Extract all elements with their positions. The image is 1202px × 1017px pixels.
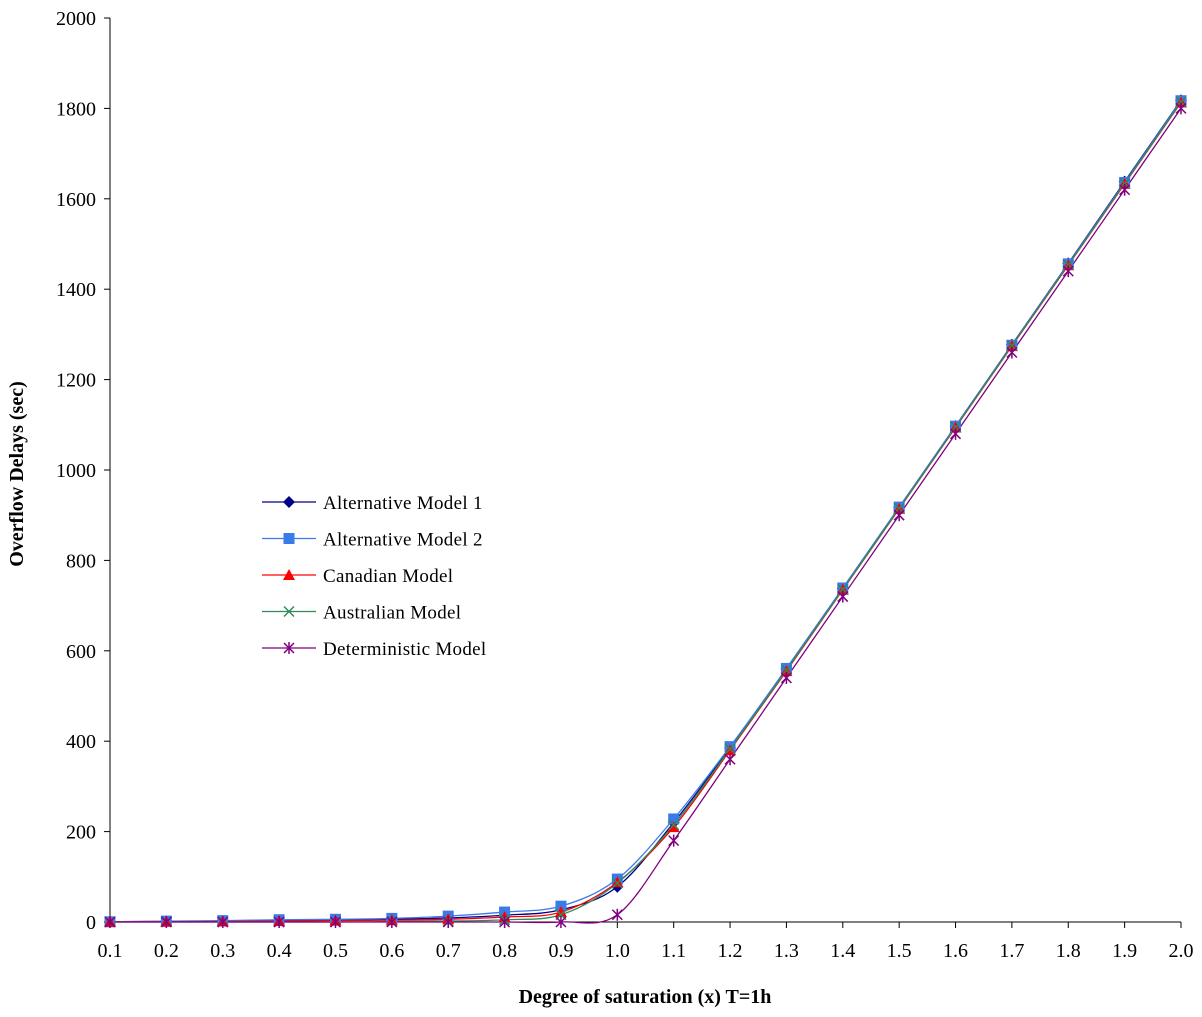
- series-line: [109, 100, 1182, 923]
- y-tick-label: 1800: [56, 98, 96, 120]
- data-point: [611, 908, 623, 921]
- x-tick-label: 0.9: [548, 940, 573, 962]
- legend: Alternative Model 1 Alternative Model 2 Ca…: [262, 493, 486, 660]
- data-point: [1062, 265, 1074, 278]
- x-tick-label: 0.6: [379, 940, 404, 962]
- x-tick-label: 0.4: [267, 940, 292, 962]
- y-tick-label: 1000: [56, 460, 96, 482]
- data-point: [499, 916, 511, 928]
- legend-marker: [283, 605, 295, 618]
- data-point: [555, 916, 567, 928]
- data-point: [160, 916, 172, 928]
- data-point: [837, 590, 849, 603]
- data-point: [1175, 102, 1187, 115]
- x-tick-label: 1.1: [661, 940, 686, 962]
- data-point: [668, 819, 680, 831]
- y-tick-label: 400: [66, 731, 96, 753]
- y-tick-label: 1600: [56, 189, 96, 211]
- x-tick-label: 1.0: [605, 940, 630, 962]
- data-point: [1119, 183, 1131, 196]
- series-line: [110, 108, 1182, 924]
- data-point: [104, 916, 116, 928]
- data-point: [442, 916, 454, 928]
- data-point: [554, 906, 567, 918]
- x-axis-ticks: 0.1 0.2 0.3 0.4 0.5 0.6 0.7 0.8 0.9 1.0 1.1 1.2 1.3 1…: [98, 922, 1194, 962]
- legend-label: Deterministic Model: [323, 639, 486, 660]
- data-point: [217, 916, 229, 928]
- axes: [109, 18, 1181, 923]
- data-point: [1006, 346, 1018, 359]
- x-tick-label: 0.2: [154, 940, 179, 962]
- data-point: [780, 671, 792, 684]
- series-line: [109, 102, 1182, 923]
- y-axis-title: Overflow Delays (sec): [6, 381, 28, 567]
- x-tick-label: 1.5: [887, 940, 912, 962]
- data-point: [724, 753, 736, 766]
- legend-marker: [283, 533, 295, 544]
- data-point: [329, 916, 342, 928]
- data-point: [893, 509, 905, 522]
- data-point: [386, 916, 398, 928]
- data-point: [724, 743, 736, 755]
- x-tick-label: 0.3: [210, 940, 235, 962]
- x-tick-label: 2.0: [1169, 940, 1194, 962]
- y-tick-label: 1200: [56, 370, 96, 392]
- legend-label: Australian Model: [323, 603, 461, 624]
- x-tick-label: 1.2: [718, 940, 743, 962]
- x-tick-label: 1.9: [1112, 940, 1137, 962]
- y-axis-ticks: 0 200 400 600 800 1000 1200 1400 1600 1800 2000: [56, 8, 110, 934]
- data-point: [668, 834, 680, 847]
- data-point: [273, 916, 285, 928]
- series-line: [110, 101, 1182, 923]
- x-tick-label: 0.8: [492, 940, 517, 962]
- legend-label: Alternative Model 1: [323, 493, 483, 514]
- x-tick-label: 1.7: [999, 940, 1024, 962]
- x-tick-label: 1.3: [774, 940, 799, 962]
- series-line: [109, 99, 1182, 923]
- data-point: [668, 813, 680, 825]
- x-tick-label: 1.8: [1056, 940, 1081, 962]
- x-tick-label: 0.7: [436, 940, 461, 962]
- x-tick-label: 1.4: [830, 940, 855, 962]
- data-point: [611, 877, 623, 889]
- y-tick-label: 1400: [56, 279, 96, 301]
- series-lines: [109, 99, 1182, 924]
- data-point: [611, 876, 624, 888]
- legend-label: Canadian Model: [323, 566, 453, 587]
- y-tick-label: 2000: [56, 8, 96, 30]
- legend-label: Alternative Model 2: [323, 530, 483, 551]
- x-tick-label: 0.5: [323, 940, 348, 962]
- data-point: [949, 427, 962, 440]
- y-tick-label: 600: [66, 641, 96, 663]
- legend-marker: [283, 569, 295, 580]
- legend-marker: [283, 496, 295, 508]
- y-tick-label: 200: [66, 822, 96, 844]
- data-point: [667, 821, 680, 833]
- x-tick-label: 1.6: [943, 940, 968, 962]
- legend-marker: [283, 642, 295, 654]
- x-axis-title: Degree of saturation (x) T=1h: [519, 986, 772, 1008]
- y-tick-label: 800: [66, 550, 96, 572]
- y-tick-label: 0: [86, 912, 96, 934]
- series-markers: [104, 94, 1187, 928]
- x-tick-label: 0.1: [98, 940, 123, 962]
